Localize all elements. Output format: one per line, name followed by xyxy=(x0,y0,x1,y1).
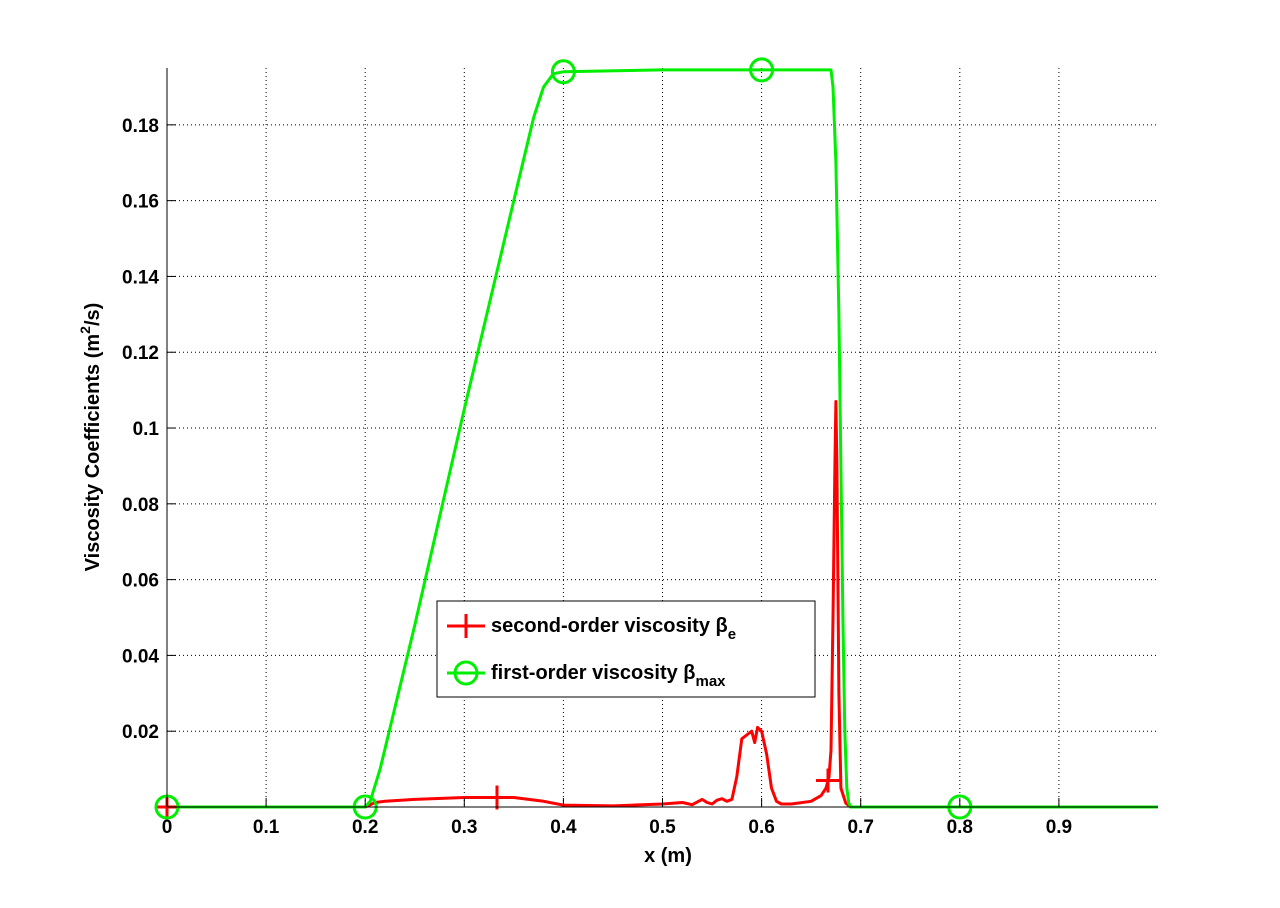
legend-marker-circle xyxy=(453,660,479,686)
y-axis-label-sup: 2 xyxy=(77,326,93,334)
y-axis-label-main: Viscosity Coefficients (m xyxy=(82,334,104,571)
series-1-marker xyxy=(550,59,576,85)
legend-box xyxy=(436,600,816,698)
y-tick-label: 0.02 xyxy=(122,722,159,743)
x-tick-label: 0.7 xyxy=(847,817,873,838)
y-tick-label: 0.18 xyxy=(122,116,159,137)
y-tick-label: 0.04 xyxy=(122,646,159,667)
legend-label-first-order: first-order viscosity βmax xyxy=(491,662,726,690)
legend: second-order viscosity βe first-order vi… xyxy=(436,600,816,698)
series-0-marker xyxy=(485,785,510,810)
y-tick-label: 0.08 xyxy=(122,495,159,516)
y-tick-label: 0.14 xyxy=(122,267,159,288)
y-axis-label-tail: /s) xyxy=(82,303,104,326)
x-tick-label: 0.3 xyxy=(451,817,477,838)
legend-label-second-order: second-order viscosity βe xyxy=(491,615,736,643)
y-axis-label: Viscosity Coefficients (m2/s) xyxy=(77,303,104,572)
y-tick-label: 0.12 xyxy=(122,343,159,364)
y-tick-label: 0.1 xyxy=(133,419,160,440)
x-tick-label: 0.9 xyxy=(1046,817,1072,838)
y-tick-label: 0.06 xyxy=(122,571,159,592)
x-tick-label: 0.4 xyxy=(550,817,577,838)
legend-label-second-order-sub: e xyxy=(728,626,736,643)
x-tick-label: 0 xyxy=(162,817,173,838)
series-1-line xyxy=(167,68,1158,809)
x-tick-label: 0.6 xyxy=(748,817,774,838)
series-0-line xyxy=(167,400,1158,809)
legend-label-first-order-main: first-order viscosity β xyxy=(491,662,696,684)
series-1-marker xyxy=(749,57,775,83)
series-0-marker xyxy=(815,768,840,793)
x-tick-label: 0.2 xyxy=(352,817,378,838)
legend-label-second-order-main: second-order viscosity β xyxy=(491,615,728,637)
y-tick-label: 0.16 xyxy=(122,192,159,213)
legend-marker-plus xyxy=(454,614,478,638)
x-tick-label: 0.1 xyxy=(253,817,280,838)
x-tick-label: 0.5 xyxy=(649,817,676,838)
legend-label-first-order-sub: max xyxy=(696,673,727,690)
x-axis-label: x (m) xyxy=(644,845,692,867)
x-tick-label: 0.8 xyxy=(947,817,973,838)
